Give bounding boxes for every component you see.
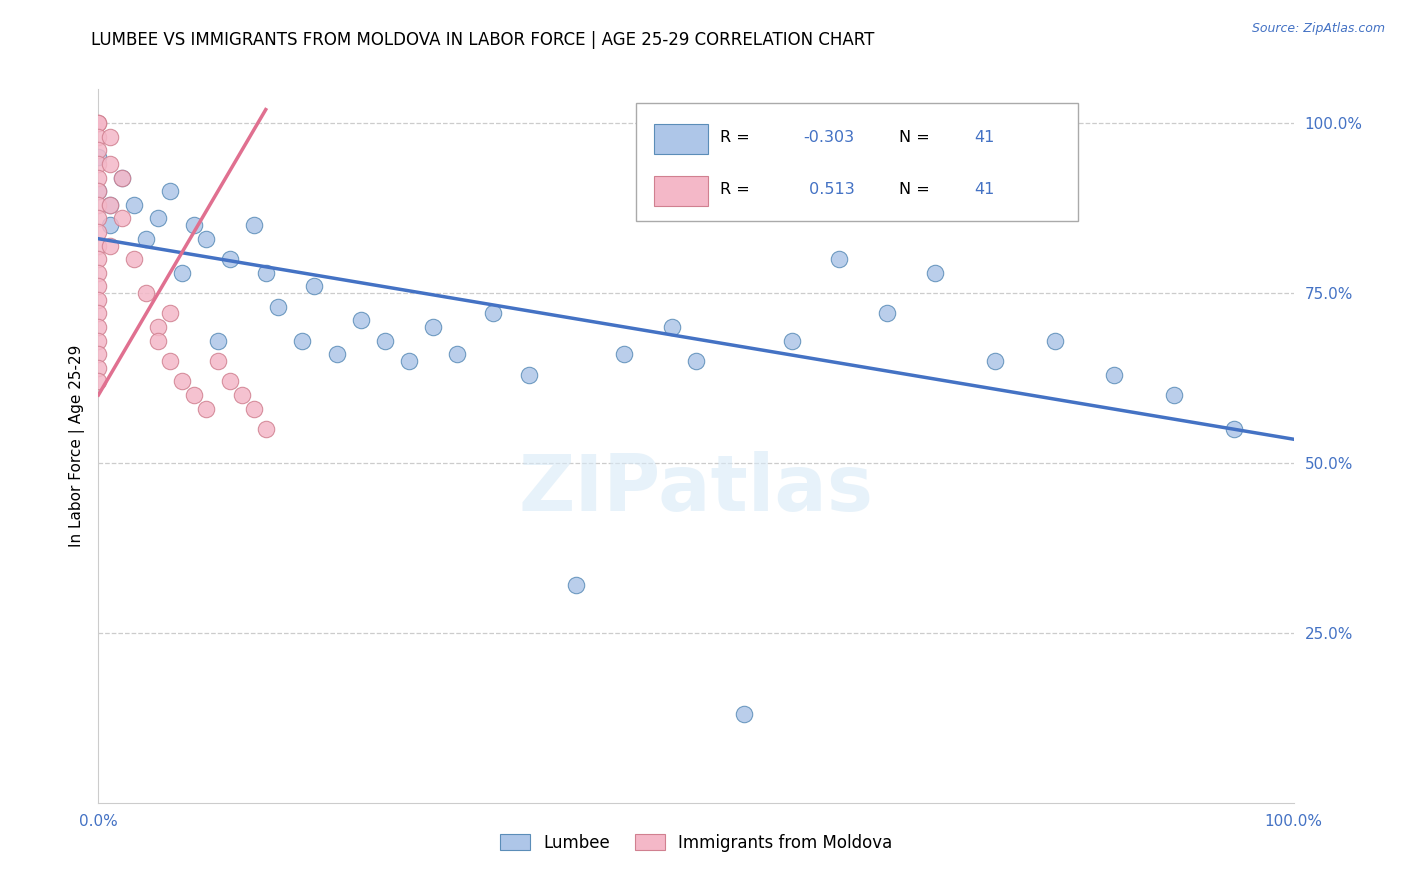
Text: Source: ZipAtlas.com: Source: ZipAtlas.com [1251, 22, 1385, 36]
Point [172, 266, 194, 280]
Point [87, 116, 110, 130]
Point [876, 306, 898, 320]
Point [685, 354, 707, 368]
Point [87, 157, 110, 171]
Text: R =: R = [720, 130, 749, 145]
Point [87, 375, 110, 389]
Point [135, 286, 157, 301]
Point [87, 320, 110, 334]
Point [254, 266, 277, 280]
Point [183, 218, 205, 232]
Point [159, 306, 181, 320]
Point [111, 170, 134, 185]
Point [207, 354, 229, 368]
Point [148, 211, 170, 226]
Point [219, 252, 242, 266]
Point [207, 334, 229, 348]
Point [148, 334, 170, 348]
Point [446, 347, 468, 361]
Text: ZIPatlas: ZIPatlas [519, 450, 873, 527]
Point [87, 252, 110, 266]
Point [613, 347, 636, 361]
Point [398, 354, 420, 368]
Point [291, 334, 314, 348]
Point [733, 707, 755, 722]
Point [87, 211, 110, 226]
Y-axis label: In Labor Force | Age 25-29: In Labor Force | Age 25-29 [69, 345, 84, 547]
Point [780, 334, 803, 348]
Legend: Lumbee, Immigrants from Moldova: Lumbee, Immigrants from Moldova [494, 828, 898, 859]
Point [183, 388, 205, 402]
Point [159, 184, 181, 198]
Point [350, 313, 373, 327]
Point [87, 184, 110, 198]
Point [98, 238, 122, 252]
Point [1163, 388, 1185, 402]
Point [1043, 334, 1066, 348]
Text: LUMBEE VS IMMIGRANTS FROM MOLDOVA IN LABOR FORCE | AGE 25-29 CORRELATION CHART: LUMBEE VS IMMIGRANTS FROM MOLDOVA IN LAB… [91, 31, 875, 49]
Point [87, 170, 110, 185]
Point [243, 401, 266, 416]
Point [98, 129, 122, 144]
Point [254, 422, 277, 436]
Text: -0.303: -0.303 [804, 130, 855, 145]
Point [195, 401, 218, 416]
Point [159, 354, 181, 368]
Point [87, 184, 110, 198]
Point [481, 306, 505, 320]
Point [231, 388, 253, 402]
Point [195, 232, 218, 246]
Point [111, 211, 134, 226]
FancyBboxPatch shape [654, 176, 709, 206]
Point [924, 266, 946, 280]
Point [374, 334, 396, 348]
Point [243, 218, 266, 232]
FancyBboxPatch shape [637, 103, 1078, 221]
Point [1104, 368, 1126, 382]
Point [98, 198, 122, 212]
Point [98, 157, 122, 171]
Point [124, 252, 146, 266]
Text: 0.513: 0.513 [804, 182, 855, 197]
Point [124, 198, 146, 212]
Point [111, 170, 134, 185]
Point [661, 320, 683, 334]
Point [87, 238, 110, 252]
Point [87, 198, 110, 212]
Text: 41: 41 [974, 182, 995, 197]
Point [828, 252, 851, 266]
Point [267, 300, 290, 314]
Point [219, 375, 242, 389]
Point [87, 360, 110, 375]
Text: N =: N = [900, 182, 929, 197]
Point [87, 334, 110, 348]
Point [87, 347, 110, 361]
Point [148, 320, 170, 334]
Text: N =: N = [900, 130, 929, 145]
Point [87, 225, 110, 239]
Point [87, 306, 110, 320]
Point [98, 218, 122, 232]
Point [87, 144, 110, 158]
FancyBboxPatch shape [654, 124, 709, 153]
Point [302, 279, 325, 293]
Text: R =: R = [720, 182, 749, 197]
Point [87, 279, 110, 293]
Point [87, 293, 110, 307]
Point [87, 129, 110, 144]
Text: 41: 41 [974, 130, 995, 145]
Point [87, 116, 110, 130]
Point [422, 320, 444, 334]
Point [1223, 422, 1246, 436]
Point [517, 368, 540, 382]
Point [565, 578, 588, 592]
Point [172, 375, 194, 389]
Point [135, 232, 157, 246]
Point [98, 198, 122, 212]
Point [984, 354, 1007, 368]
Point [326, 347, 349, 361]
Point [87, 266, 110, 280]
Point [87, 150, 110, 164]
